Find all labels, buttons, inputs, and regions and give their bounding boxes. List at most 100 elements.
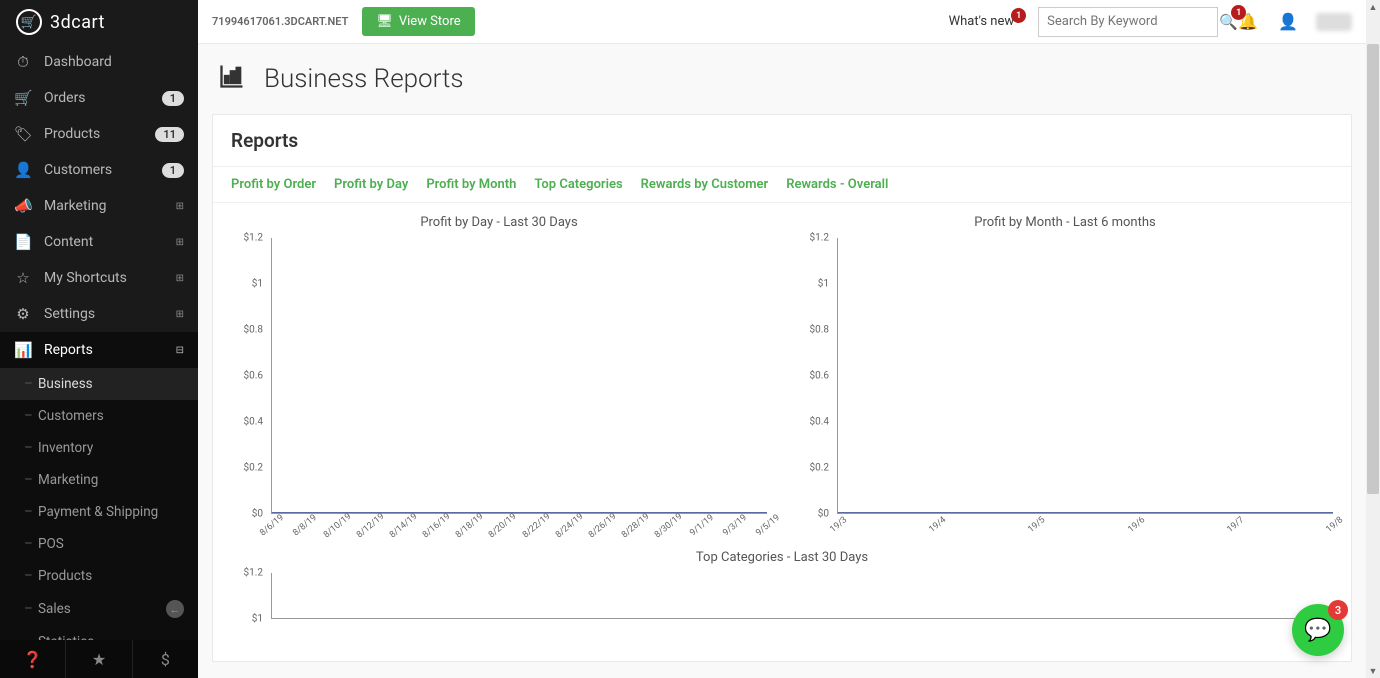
nav-label: Content — [44, 234, 164, 250]
scroll-up-icon[interactable]: ▲ — [1366, 0, 1380, 14]
sidebar: 🛒 3dcart ⏱ Dashboard 🛒 Orders 1 🏷 Products 11 👤 C… — [0, 0, 198, 640]
top-categories-chart: Top Categories - Last 30 Days $1.2$1 — [231, 550, 1333, 643]
search-box[interactable]: 🔍 — [1038, 7, 1218, 37]
panel-title: Reports — [213, 115, 1351, 166]
subnav-label: Inventory — [38, 440, 93, 456]
subnav-label: Marketing — [38, 472, 98, 488]
nav: ⏱ Dashboard 🛒 Orders 1 🏷 Products 11 👤 Customers 1… — [0, 44, 198, 640]
subnav-item-pos[interactable]: POS — [0, 528, 198, 560]
chat-icon: 💬 — [1304, 618, 1331, 643]
domain-text: 71994617061.3DCART.NET — [212, 15, 348, 28]
nav-icon: 🛒 — [14, 89, 32, 107]
logo[interactable]: 🛒 3dcart — [0, 0, 198, 44]
nav-icon: ⏱ — [14, 53, 32, 71]
subnav-item-statistics[interactable]: Statistics — [0, 626, 198, 640]
help-icon[interactable]: ❓ — [0, 640, 66, 678]
subnav-item-payment-shipping[interactable]: Payment & Shipping — [0, 496, 198, 528]
expand-icon: ⊟ — [176, 345, 184, 356]
dollar-icon[interactable]: $ — [133, 640, 198, 678]
bar-chart-icon — [218, 62, 246, 96]
notification-badge: 1 — [1231, 5, 1246, 20]
brand-text: 3dcart — [50, 12, 105, 33]
subnav-label: POS — [38, 536, 64, 552]
subnav-label: Customers — [38, 408, 104, 424]
nav-label: Dashboard — [44, 54, 184, 70]
expand-icon: ⊞ — [176, 237, 184, 248]
nav-icon: ☆ — [14, 269, 32, 287]
tab-profit-by-day[interactable]: Profit by Day — [334, 177, 408, 192]
nav-icon: 🏷 — [14, 125, 32, 143]
tabs-row: Profit by Order Profit by Day Profit by Mo… — [213, 166, 1351, 203]
reports-subnav: Business Customers Inventory Marketing Payme… — [0, 368, 198, 640]
profit-by-day-chart: Profit by Day - Last 30 Days $1.2$1$0.8$… — [231, 215, 767, 538]
sidebar-item-reports[interactable]: 📊 Reports ⊟ — [0, 332, 198, 368]
nav-icon: ⚙ — [14, 305, 32, 323]
scrollbar[interactable]: ▲ ▼ — [1366, 0, 1380, 678]
sidebar-item-products[interactable]: 🏷 Products 11 — [0, 116, 198, 152]
nav-label: Customers — [44, 162, 150, 178]
scroll-thumb[interactable] — [1367, 44, 1379, 494]
subnav-label: Products — [38, 568, 92, 584]
nav-icon: 📣 — [14, 197, 32, 215]
chart3-row: Top Categories - Last 30 Days $1.2$1 — [213, 550, 1351, 661]
nav-label: Marketing — [44, 198, 164, 214]
sidebar-item-marketing[interactable]: 📣 Marketing ⊞ — [0, 188, 198, 224]
tab-profit-by-month[interactable]: Profit by Month — [426, 177, 516, 192]
reports-panel: Reports Profit by OrderProfit by DayProf… — [212, 114, 1352, 662]
nav-icon: 👤 — [14, 161, 32, 179]
sidebar-item-settings[interactable]: ⚙ Settings ⊞ — [0, 296, 198, 332]
sidebar-item-content[interactable]: 📄 Content ⊞ — [0, 224, 198, 260]
whats-new-link[interactable]: What's new 1 — [949, 14, 1025, 29]
subnav-item-marketing[interactable]: Marketing — [0, 464, 198, 496]
subnav-item-products[interactable]: Products — [0, 560, 198, 592]
sidebar-item-dashboard[interactable]: ⏱ Dashboard — [0, 44, 198, 80]
tab-rewards-overall[interactable]: Rewards - Overall — [786, 177, 888, 192]
chart-title: Profit by Day - Last 30 Days — [231, 215, 767, 230]
page-title: Business Reports — [264, 64, 464, 94]
nav-label: Settings — [44, 306, 164, 322]
cart-icon: 🛒 — [16, 9, 42, 35]
user-name-blur — [1316, 13, 1352, 31]
chart-canvas: $1.2$1$0.8$0.6$0.4$0.2$08/6/198/8/198/10… — [231, 238, 767, 538]
chat-widget[interactable]: 💬 3 — [1292, 604, 1344, 656]
notification-icon[interactable]: 🔔 1 — [1238, 12, 1258, 31]
subnav-label: Business — [38, 376, 93, 392]
subnav-item-sales[interactable]: Sales← — [0, 592, 198, 626]
tab-rewards-by-customer[interactable]: Rewards by Customer — [641, 177, 769, 192]
subnav-item-customers[interactable]: Customers — [0, 400, 198, 432]
whats-new-badge: 1 — [1011, 8, 1026, 23]
nav-label: Reports — [44, 342, 164, 358]
search-input[interactable] — [1047, 14, 1213, 29]
expand-icon: ⊞ — [176, 309, 184, 320]
subnav-label: Payment & Shipping — [38, 504, 158, 520]
page-header: Business Reports — [198, 44, 1366, 114]
nav-label: My Shortcuts — [44, 270, 164, 286]
sidebar-item-customers[interactable]: 👤 Customers 1 — [0, 152, 198, 188]
chart-canvas: $1.2$1 — [231, 573, 1333, 643]
tab-profit-by-order[interactable]: Profit by Order — [231, 177, 316, 192]
nav-icon: 📊 — [14, 341, 32, 359]
chat-badge: 3 — [1328, 600, 1348, 620]
sidebar-item-my-shortcuts[interactable]: ☆My Shortcuts⊞ — [0, 260, 198, 296]
chart-title: Top Categories - Last 30 Days — [231, 550, 1333, 565]
star-icon[interactable]: ★ — [66, 640, 132, 678]
nav-label: Orders — [44, 90, 150, 106]
tab-top-categories[interactable]: Top Categories — [534, 177, 622, 192]
nav-badge: 1 — [162, 91, 184, 106]
nav-badge: 11 — [155, 127, 184, 142]
view-store-label: View Store — [399, 14, 461, 29]
content-area: Business Reports Reports Profit by Order… — [198, 44, 1366, 678]
view-store-button[interactable]: 🖥 View Store — [362, 7, 474, 36]
expand-icon: ⊞ — [176, 201, 184, 212]
user-icon[interactable]: 👤 — [1278, 12, 1298, 31]
nav-badge: 1 — [162, 163, 184, 178]
bottom-bar: ❓ ★ $ — [0, 640, 198, 678]
topbar: 71994617061.3DCART.NET 🖥 View Store What… — [198, 0, 1366, 44]
nav-label: Products — [44, 126, 143, 142]
back-icon: ← — [166, 600, 184, 618]
scroll-down-icon[interactable]: ▼ — [1366, 664, 1380, 678]
sidebar-item-orders[interactable]: 🛒 Orders 1 — [0, 80, 198, 116]
subnav-item-inventory[interactable]: Inventory — [0, 432, 198, 464]
nav-icon: 📄 — [14, 233, 32, 251]
subnav-item-business[interactable]: Business — [0, 368, 198, 400]
